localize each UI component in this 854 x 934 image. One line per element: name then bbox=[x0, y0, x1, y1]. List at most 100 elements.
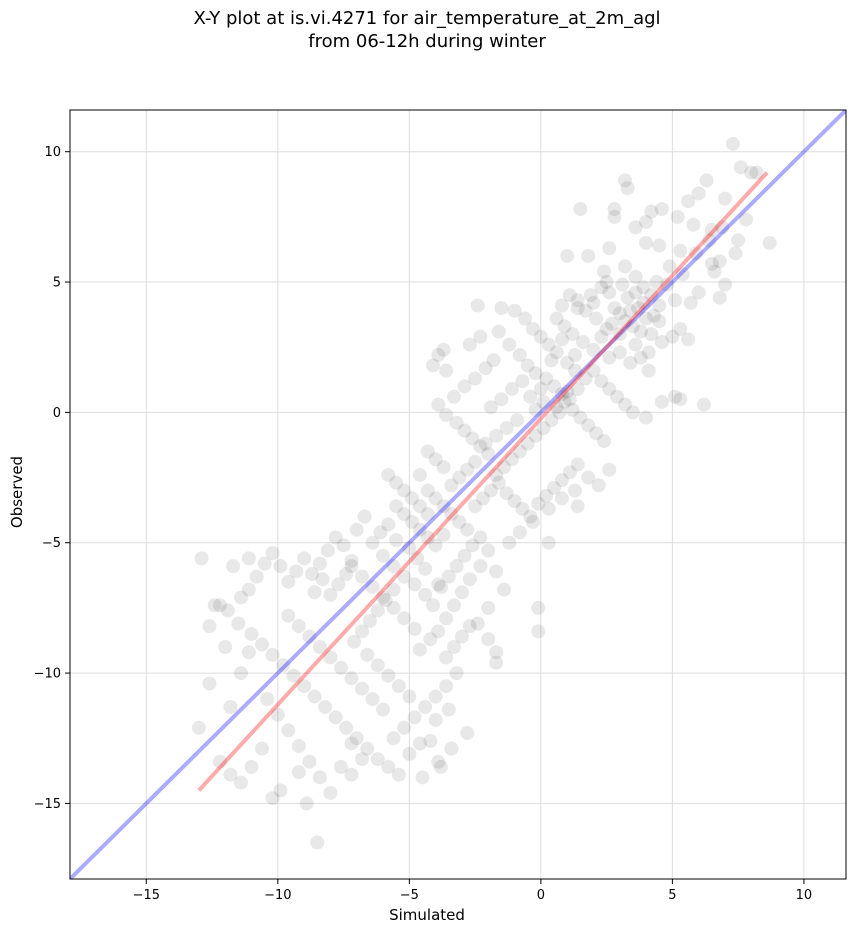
scatter-point bbox=[449, 559, 464, 574]
scatter-point bbox=[712, 254, 727, 269]
scatter-point bbox=[531, 496, 546, 511]
scatter-point bbox=[536, 394, 551, 409]
scatter-point bbox=[481, 447, 496, 462]
scatter-point bbox=[449, 666, 464, 681]
scatter-point bbox=[528, 402, 543, 417]
scatter-point bbox=[370, 603, 385, 618]
scatter-point bbox=[233, 666, 248, 681]
scatter-point bbox=[596, 264, 611, 279]
scatter-point bbox=[323, 650, 338, 665]
scatter-point bbox=[507, 303, 522, 318]
scatter-point bbox=[712, 290, 727, 305]
scatter-point bbox=[297, 679, 312, 694]
scatter-point bbox=[407, 621, 422, 636]
scatter-point bbox=[397, 611, 412, 626]
scatter-point bbox=[565, 402, 580, 417]
scatter-point bbox=[391, 767, 406, 782]
scatter-point bbox=[439, 611, 454, 626]
scatter-point bbox=[473, 559, 488, 574]
scatter-point bbox=[373, 525, 388, 540]
scatter-point bbox=[360, 647, 375, 662]
scatter-point bbox=[602, 285, 617, 300]
reference-lines bbox=[70, 110, 846, 879]
scatter-point bbox=[494, 392, 509, 407]
scatter-point bbox=[589, 311, 604, 326]
scatter-point bbox=[544, 353, 559, 368]
scatter-point bbox=[489, 655, 504, 670]
scatter-point bbox=[639, 235, 654, 250]
scatter-point bbox=[625, 319, 640, 334]
scatter-point bbox=[468, 371, 483, 386]
scatter-point bbox=[349, 522, 364, 537]
scatter-point bbox=[402, 746, 417, 761]
scatter-point bbox=[644, 327, 659, 342]
scatter-point bbox=[312, 639, 327, 654]
scatter-point bbox=[276, 658, 291, 673]
scatter-point bbox=[404, 491, 419, 506]
scatter-point bbox=[515, 374, 530, 389]
scatter-point bbox=[618, 259, 633, 274]
scatter-point bbox=[652, 314, 667, 329]
scatter-point bbox=[504, 381, 519, 396]
scatter-point bbox=[402, 540, 417, 555]
scatter-point bbox=[489, 564, 504, 579]
scatter-point bbox=[291, 739, 306, 754]
scatter-point bbox=[436, 527, 451, 542]
scatter-point bbox=[218, 639, 233, 654]
scatter-point bbox=[531, 600, 546, 615]
scatter-point bbox=[628, 269, 643, 284]
scatter-point bbox=[557, 319, 572, 334]
scatter-point bbox=[457, 379, 472, 394]
scatter-point bbox=[226, 559, 241, 574]
x-axis-label: Simulated bbox=[389, 906, 465, 924]
scatter-point bbox=[328, 710, 343, 725]
scatter-point bbox=[291, 765, 306, 780]
scatter-point bbox=[594, 280, 609, 295]
scatter-point bbox=[420, 507, 435, 522]
scatter-point bbox=[475, 491, 490, 506]
scatter-point bbox=[378, 593, 393, 608]
scatter-point bbox=[473, 439, 488, 454]
scatter-point bbox=[344, 671, 359, 686]
scatter-point bbox=[244, 759, 259, 774]
scatter-point bbox=[689, 246, 704, 261]
scatter-point bbox=[691, 186, 706, 201]
scatter-point bbox=[339, 720, 354, 735]
points bbox=[191, 136, 777, 850]
scatter-point bbox=[523, 389, 538, 404]
scatter-point bbox=[323, 785, 338, 800]
scatter-point bbox=[739, 212, 754, 227]
scatter-point bbox=[281, 608, 296, 623]
scatter-point bbox=[381, 668, 396, 683]
scatter-point bbox=[731, 233, 746, 248]
scatter-point bbox=[562, 465, 577, 480]
scatter-point bbox=[289, 564, 304, 579]
scatter-point bbox=[494, 301, 509, 316]
fit-line bbox=[197, 171, 769, 792]
scatter-point bbox=[591, 478, 606, 493]
scatter-point bbox=[673, 392, 688, 407]
scatter-point bbox=[381, 467, 396, 482]
scatter-point bbox=[549, 400, 564, 415]
scatter-point bbox=[562, 392, 577, 407]
scatter-point bbox=[444, 741, 459, 756]
scatter-point bbox=[468, 499, 483, 514]
scatter-point bbox=[623, 355, 638, 370]
scatter-point bbox=[570, 499, 585, 514]
scatter-point bbox=[583, 288, 598, 303]
scatter-point bbox=[639, 311, 654, 326]
chart-title: X-Y plot at is.vi.4271 for air_temperatu… bbox=[193, 8, 661, 29]
scatter-point bbox=[410, 551, 425, 566]
scatter-point bbox=[312, 556, 327, 571]
scatter-point bbox=[286, 668, 301, 683]
scatter-point bbox=[412, 642, 427, 657]
scatter-point bbox=[305, 567, 320, 582]
scatter-point bbox=[594, 374, 609, 389]
scatter-point bbox=[447, 389, 462, 404]
scatter-point bbox=[612, 327, 627, 342]
grid bbox=[70, 110, 846, 879]
scatter-point bbox=[649, 275, 664, 290]
scatter-point bbox=[333, 759, 348, 774]
scatter-point bbox=[562, 288, 577, 303]
scatter-point bbox=[255, 637, 270, 652]
